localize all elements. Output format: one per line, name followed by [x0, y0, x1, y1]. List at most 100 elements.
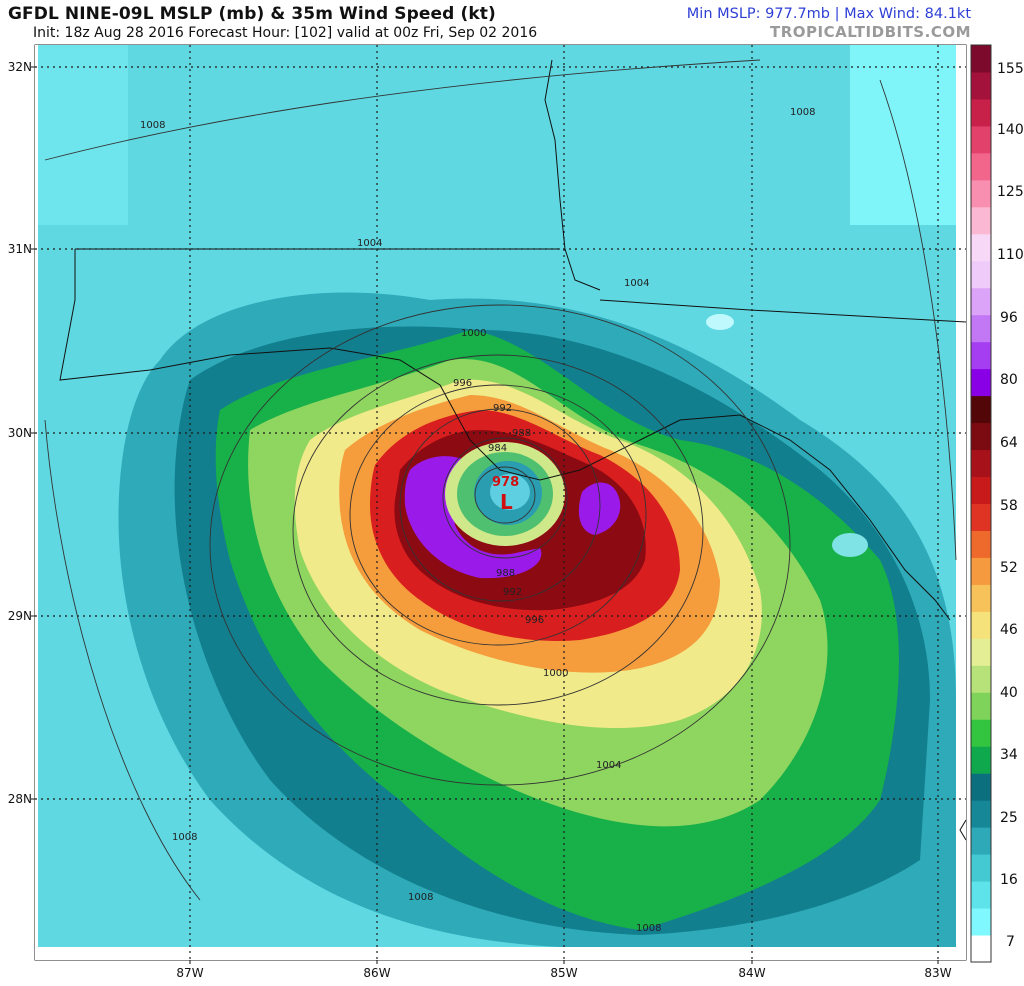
isobar-label: 1004: [357, 238, 382, 249]
colorbar-band: [971, 719, 991, 747]
init-subtitle: Init: 18z Aug 28 2016 Forecast Hour: [10…: [33, 25, 538, 41]
colorbar-band: [971, 935, 991, 963]
axis-ticks: [31, 66, 939, 964]
colorbar-label: 46: [1000, 622, 1018, 638]
wind-bg-7kt-nw: [38, 45, 128, 225]
colorbar-band: [971, 530, 991, 558]
wind-patch-ne: [706, 314, 734, 330]
low-symbol: L: [500, 490, 513, 514]
gulf-coastline: [59, 249, 951, 621]
lat-label: 31N: [8, 242, 32, 256]
lon-label: 84W: [738, 966, 765, 980]
colorbar-band: [971, 584, 991, 612]
colorbar-band: [971, 692, 991, 720]
ga-fl-border: [599, 299, 966, 323]
min-max-stats: Min MSLP: 977.7mb | Max Wind: 84.1kt: [686, 6, 971, 22]
isobar-label: 992: [503, 587, 522, 598]
colorbar-band: [971, 638, 991, 666]
isobars: [44, 59, 957, 901]
lat-label: 30N: [8, 426, 32, 440]
lon-label: 87W: [176, 966, 203, 980]
coastlines: [59, 59, 966, 841]
colorbar-frame: [970, 44, 992, 963]
lat-label: 32N: [8, 60, 32, 74]
colorbar-label: 96: [1000, 310, 1018, 326]
isobar-label: 992: [493, 403, 512, 414]
colorbar-band: [971, 665, 991, 693]
colorbar-label: 110: [997, 247, 1024, 263]
lat-label: 28N: [8, 792, 32, 806]
page-title: GFDL NINE-09L MSLP (mb) & 35m Wind Speed…: [8, 4, 496, 24]
colorbar-band: [971, 45, 991, 73]
colorbar-band: [971, 557, 991, 585]
colorbar-label: 7: [1006, 934, 1015, 950]
graticule: [35, 45, 966, 960]
colorbar-band: [971, 881, 991, 909]
colorbar-band: [971, 206, 991, 235]
isobar-label: 988: [496, 568, 515, 579]
isobar-label: 996: [453, 378, 472, 389]
colorbar-labels: 155 140 125 110 96 80 64 58 52 46 40 34 …: [997, 61, 1024, 950]
lon-label: 83W: [924, 966, 951, 980]
wind-field: [35, 45, 966, 960]
isobar-label: 1008: [790, 107, 815, 118]
isobar-labels: 1008 1008 1004 1004 1000 996 992 988 984…: [140, 107, 815, 934]
colorbar-label: 64: [1000, 435, 1018, 451]
isobar-label: 984: [488, 443, 507, 454]
colorbar-band: [971, 314, 991, 343]
isobar-label: 996: [525, 615, 544, 626]
colorbar-band: [971, 503, 991, 531]
isobar-label: 1008: [408, 892, 433, 903]
wind-80kt-west: [404, 456, 542, 579]
colorbar-label: 155: [997, 61, 1024, 77]
isobar-label: 1008: [140, 120, 165, 131]
colorbar-label: 16: [1000, 872, 1018, 888]
isobar-label: 988: [512, 428, 531, 439]
colorbar-band: [971, 611, 991, 639]
center-pressure-label: 978: [492, 475, 519, 490]
colorbar-band: [971, 368, 991, 397]
colorbar-band: [971, 395, 991, 424]
lon-label: 85W: [550, 966, 577, 980]
isobar-label: 1008: [172, 832, 197, 843]
eye-center: [490, 474, 530, 510]
colorbar-label: 34: [1000, 747, 1018, 763]
colorbar-band: [971, 800, 991, 828]
colorbar-label: 52: [1000, 560, 1018, 576]
colorbar-label: 140: [997, 122, 1024, 138]
colorbar-band: [971, 179, 991, 208]
source-brand: TROPICALTIDBITS.COM: [770, 23, 971, 41]
colorbar-band: [971, 476, 991, 504]
colorbar-band: [971, 260, 991, 289]
chattahoochee-border: [544, 59, 601, 291]
lat-labels: 32N 31N 30N 29N 28N: [8, 60, 32, 806]
colorbar-band: [971, 71, 991, 100]
lon-labels: 87W 86W 85W 84W 83W: [176, 966, 951, 980]
lon-label: 86W: [363, 966, 390, 980]
colorbar-label: 80: [1000, 372, 1018, 388]
colorbar-band: [971, 449, 991, 478]
colorbar-band: [971, 98, 991, 127]
colorbar-band: [971, 827, 991, 855]
wind-patch-east: [832, 533, 868, 557]
isobar-label: 1000: [543, 668, 568, 679]
wind-bg-7kt-ne: [850, 45, 956, 225]
colorbar-band: [971, 746, 991, 774]
colorbar-label: 58: [1000, 498, 1018, 514]
isobar-label: 1008: [636, 923, 661, 934]
colorbar-band: [971, 908, 991, 936]
colorbar-label: 125: [997, 184, 1024, 200]
colorbar-band: [971, 233, 991, 262]
lat-label: 29N: [8, 609, 32, 623]
colorbar-band: [971, 422, 991, 451]
colorbar-label: 25: [1000, 810, 1018, 826]
colorbar-label: 40: [1000, 685, 1018, 701]
wind-colorbar: [970, 44, 992, 963]
colorbar-band: [971, 341, 991, 370]
colorbar-band: [971, 125, 991, 154]
isobar-label: 1004: [596, 760, 621, 771]
colorbar-band: [971, 152, 991, 181]
isobar-label: 1004: [624, 278, 649, 289]
coast-se-fragment: [959, 819, 966, 841]
